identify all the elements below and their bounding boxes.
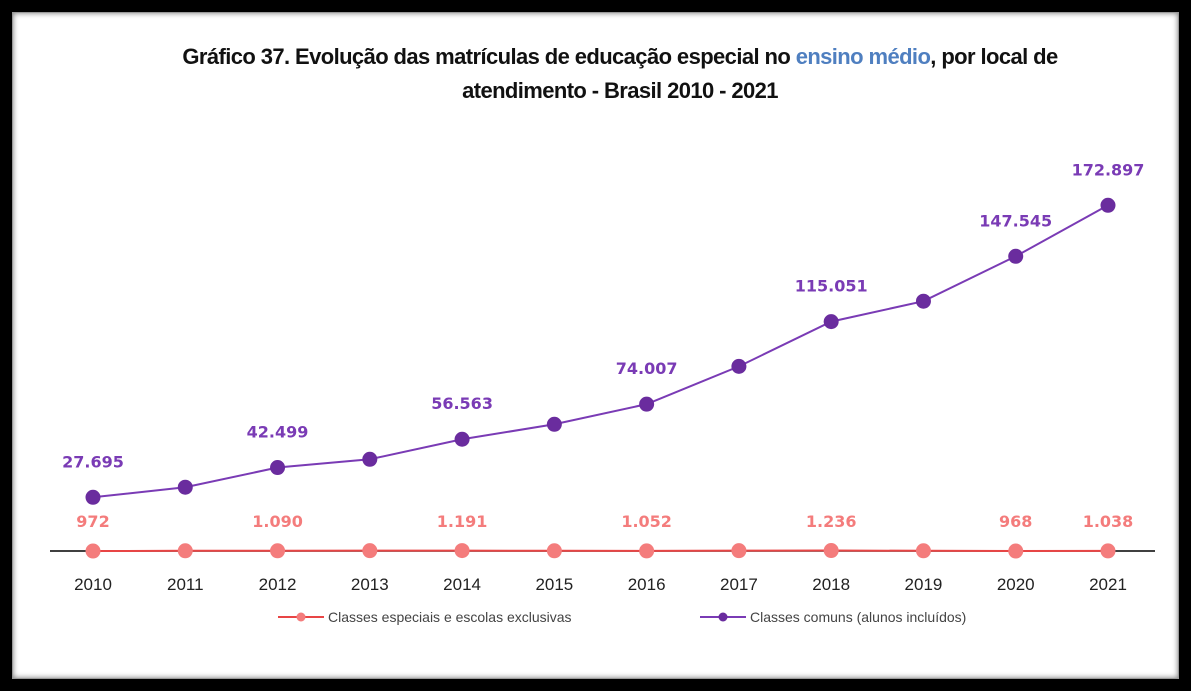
data-point [362, 451, 378, 467]
data-point [270, 460, 286, 476]
data-point [1008, 248, 1024, 264]
x-tick-label: 2019 [905, 575, 943, 594]
data-point [731, 543, 747, 559]
data-point [823, 314, 839, 330]
title-part: , por local de [930, 44, 1058, 69]
title-highlight: ensino médio [795, 44, 931, 69]
data-point [270, 543, 286, 559]
data-point [546, 543, 562, 559]
data-label: 1.236 [806, 512, 857, 531]
data-label: 1.038 [1083, 512, 1134, 531]
data-point [362, 543, 378, 559]
data-point [177, 543, 193, 559]
x-tick-label: 2012 [259, 575, 297, 594]
legend-label: Classes especiais e escolas exclusivas [328, 609, 572, 625]
data-label: 172.897 [1072, 160, 1145, 179]
data-point [823, 543, 839, 559]
data-point [731, 358, 747, 374]
data-point [915, 293, 931, 309]
data-label: 147.545 [979, 211, 1052, 230]
series-line [92, 204, 1109, 499]
title-part: Gráfico 37. Evolução das matrículas de e… [182, 44, 791, 69]
x-tick-label: 2013 [351, 575, 389, 594]
data-point [454, 431, 470, 447]
data-label: 1.191 [437, 512, 488, 531]
x-tick-label: 2017 [720, 575, 758, 594]
data-label: 27.695 [62, 452, 124, 471]
chart-frame [12, 12, 1179, 679]
data-point [1100, 543, 1116, 559]
series-line [92, 549, 1109, 553]
x-tick-label: 2020 [997, 575, 1035, 594]
data-label: 56.563 [431, 394, 493, 413]
legend-marker [718, 612, 728, 622]
legend-label: Classes comuns (alunos incluídos) [750, 609, 966, 625]
x-tick-label: 2021 [1089, 575, 1127, 594]
data-point [915, 543, 931, 559]
data-label: 42.499 [247, 423, 309, 442]
x-tick-label: 2015 [535, 575, 573, 594]
data-label: 74.007 [616, 359, 678, 378]
data-label: 972 [76, 512, 109, 531]
legend-marker [296, 612, 306, 622]
data-label: 1.090 [252, 512, 303, 531]
data-label: 1.052 [621, 512, 672, 531]
data-point [454, 543, 470, 559]
data-point [639, 543, 655, 559]
x-tick-label: 2014 [443, 575, 481, 594]
x-tick-label: 2010 [74, 575, 112, 594]
chart-title: Gráfico 37. Evolução das matrículas de e… [60, 40, 1180, 108]
data-point [85, 543, 101, 559]
x-tick-label: 2011 [167, 575, 204, 594]
x-tick-label: 2018 [812, 575, 850, 594]
data-point [1008, 543, 1024, 559]
data-label: 115.051 [795, 277, 868, 296]
data-label: 968 [999, 512, 1032, 531]
data-point [177, 479, 193, 495]
data-point [85, 489, 101, 505]
title-part: atendimento - Brasil 2010 - 2021 [462, 78, 778, 103]
data-point [639, 396, 655, 412]
data-point [1100, 197, 1116, 213]
data-point [546, 416, 562, 432]
x-tick-label: 2016 [628, 575, 666, 594]
